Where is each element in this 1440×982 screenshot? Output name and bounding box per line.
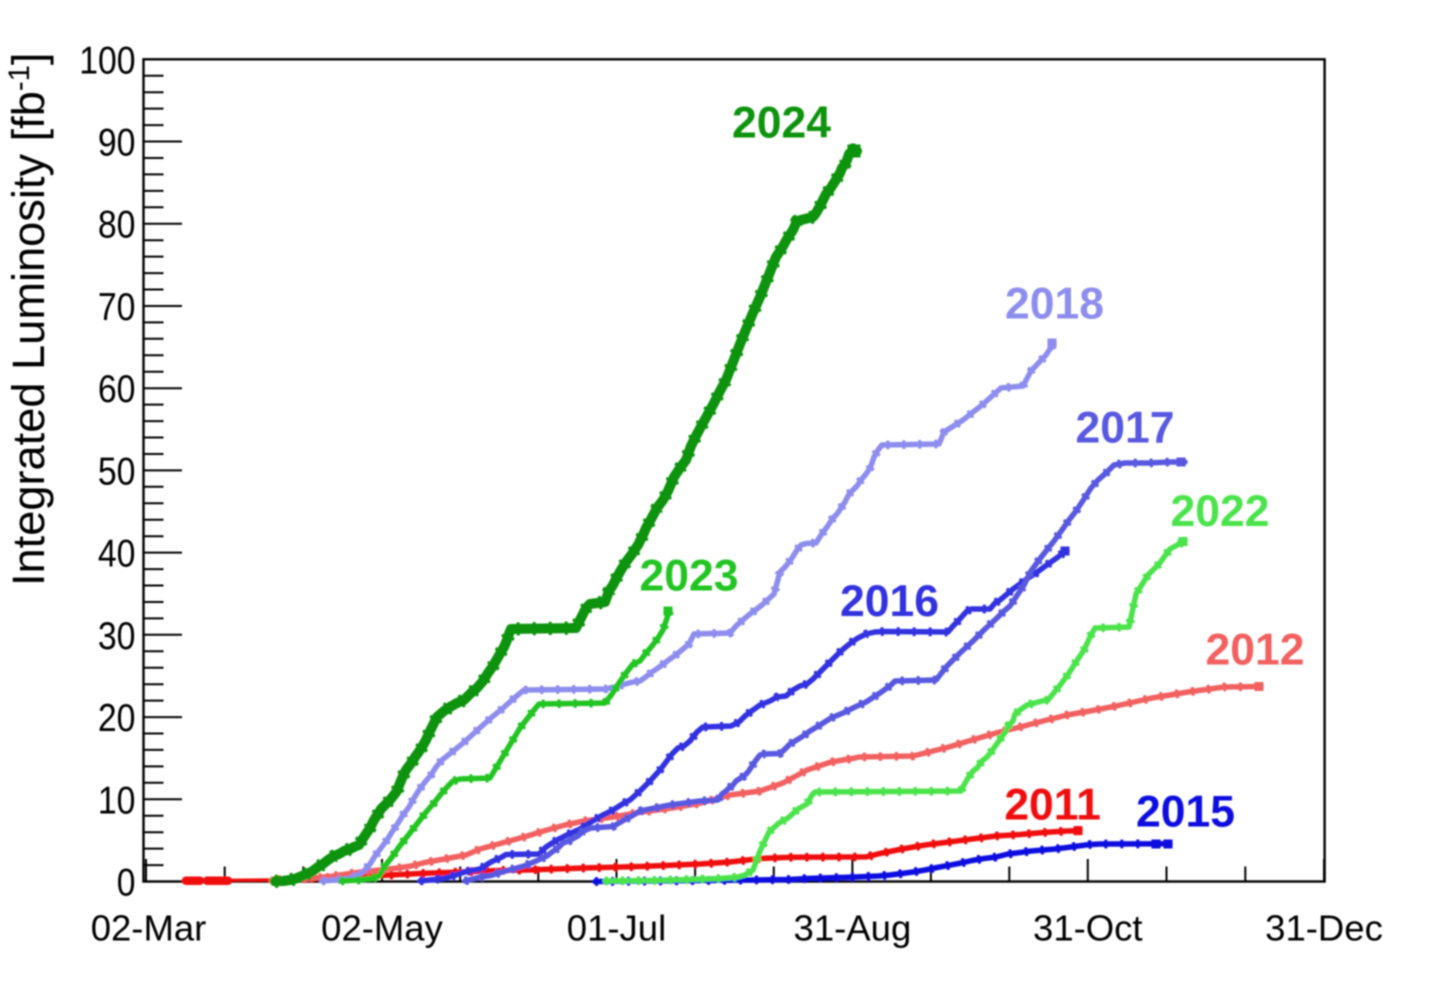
- svg-text:30: 30: [98, 615, 136, 658]
- svg-text:02-Mar: 02-Mar: [91, 908, 207, 949]
- svg-text:2023: 2023: [640, 552, 739, 601]
- svg-text:50: 50: [98, 450, 136, 493]
- svg-text:10: 10: [98, 779, 136, 822]
- svg-text:2016: 2016: [840, 577, 939, 626]
- svg-text:100: 100: [79, 39, 135, 82]
- svg-text:2017: 2017: [1076, 404, 1175, 453]
- svg-text:90: 90: [98, 122, 136, 165]
- svg-text:Integrated Luminosity [fb-1]: Integrated Luminosity [fb-1]: [3, 53, 54, 586]
- svg-text:2012: 2012: [1206, 626, 1305, 675]
- svg-text:2018: 2018: [1005, 280, 1104, 329]
- svg-text:2015: 2015: [1136, 788, 1235, 837]
- svg-text:2022: 2022: [1171, 487, 1270, 536]
- svg-text:31-Oct: 31-Oct: [1033, 908, 1143, 949]
- svg-text:60: 60: [98, 368, 136, 411]
- svg-text:0: 0: [117, 862, 136, 905]
- svg-text:2024: 2024: [732, 99, 831, 148]
- svg-text:40: 40: [98, 533, 136, 576]
- svg-text:01-Jul: 01-Jul: [567, 908, 666, 949]
- svg-text:31-Aug: 31-Aug: [794, 908, 912, 949]
- svg-text:70: 70: [98, 286, 136, 329]
- svg-text:31-Dec: 31-Dec: [1265, 908, 1383, 949]
- svg-text:80: 80: [98, 204, 136, 247]
- svg-text:2011: 2011: [1004, 781, 1101, 830]
- svg-text:02-May: 02-May: [321, 908, 443, 949]
- svg-text:20: 20: [98, 697, 136, 740]
